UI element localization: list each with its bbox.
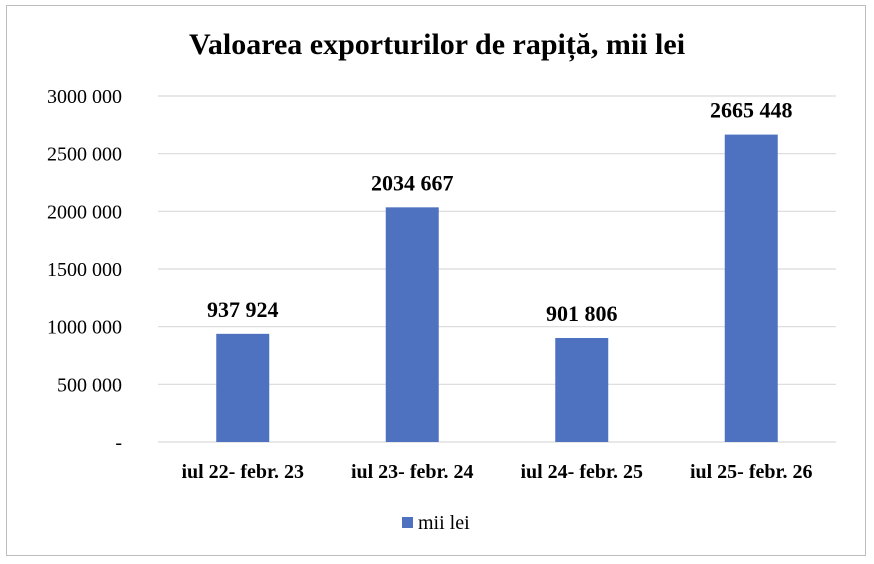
x-tick-label: iul 23- febr. 24 xyxy=(351,461,474,483)
y-tick-label: 1500 000 xyxy=(47,259,122,281)
y-tick-label: 3000 000 xyxy=(47,86,122,108)
bar xyxy=(385,207,439,442)
data-label: 2665 448 xyxy=(710,98,793,123)
bar xyxy=(724,134,778,442)
bar xyxy=(216,333,270,442)
chart-title: Valoarea exporturilor de rapiță, mii lei xyxy=(189,28,685,62)
y-axis-tick-labels: - 500 000 1000 000 1500 000 2000 000 2500 000… xyxy=(47,86,122,454)
x-tick-label: iul 24- febr. 25 xyxy=(520,461,643,483)
legend: mii lei xyxy=(402,512,470,534)
gridlines xyxy=(158,95,836,443)
data-label: 2034 667 xyxy=(371,170,454,195)
legend-label: mii lei xyxy=(418,512,470,534)
y-tick-label: 500 000 xyxy=(57,374,122,396)
y-tick-label: - xyxy=(115,432,122,454)
y-tick-label: 2500 000 xyxy=(47,144,122,166)
y-tick-label: 1000 000 xyxy=(47,317,122,339)
y-tick-label: 2000 000 xyxy=(47,201,122,223)
x-tick-label: iul 25- febr. 26 xyxy=(690,461,813,483)
bars xyxy=(216,134,778,442)
x-tick-label: iul 22- febr. 23 xyxy=(181,461,304,483)
data-label: 937 924 xyxy=(207,297,279,322)
bar xyxy=(555,337,609,442)
data-labels: 937 924 2034 667 901 806 2665 448 xyxy=(207,98,793,326)
legend-swatch xyxy=(402,517,413,528)
data-label: 901 806 xyxy=(546,301,618,326)
x-axis-category-labels: iul 22- febr. 23 iul 23- febr. 24 iul 24- … xyxy=(181,461,812,483)
